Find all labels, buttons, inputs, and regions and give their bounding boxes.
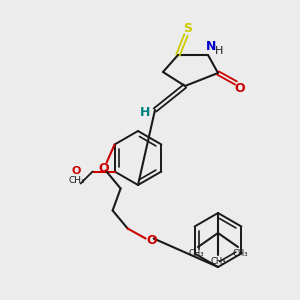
Text: CH₃: CH₃ — [68, 176, 85, 185]
Text: CH₃: CH₃ — [232, 250, 248, 259]
Text: N: N — [206, 40, 216, 53]
Text: O: O — [72, 167, 81, 176]
Text: O: O — [98, 162, 109, 175]
Text: H: H — [215, 46, 223, 56]
Text: CH₃: CH₃ — [188, 250, 204, 259]
Text: O: O — [146, 234, 157, 247]
Text: H: H — [140, 106, 150, 118]
Text: O: O — [235, 82, 245, 94]
Text: S: S — [184, 22, 193, 34]
Text: CH₃: CH₃ — [210, 257, 226, 266]
